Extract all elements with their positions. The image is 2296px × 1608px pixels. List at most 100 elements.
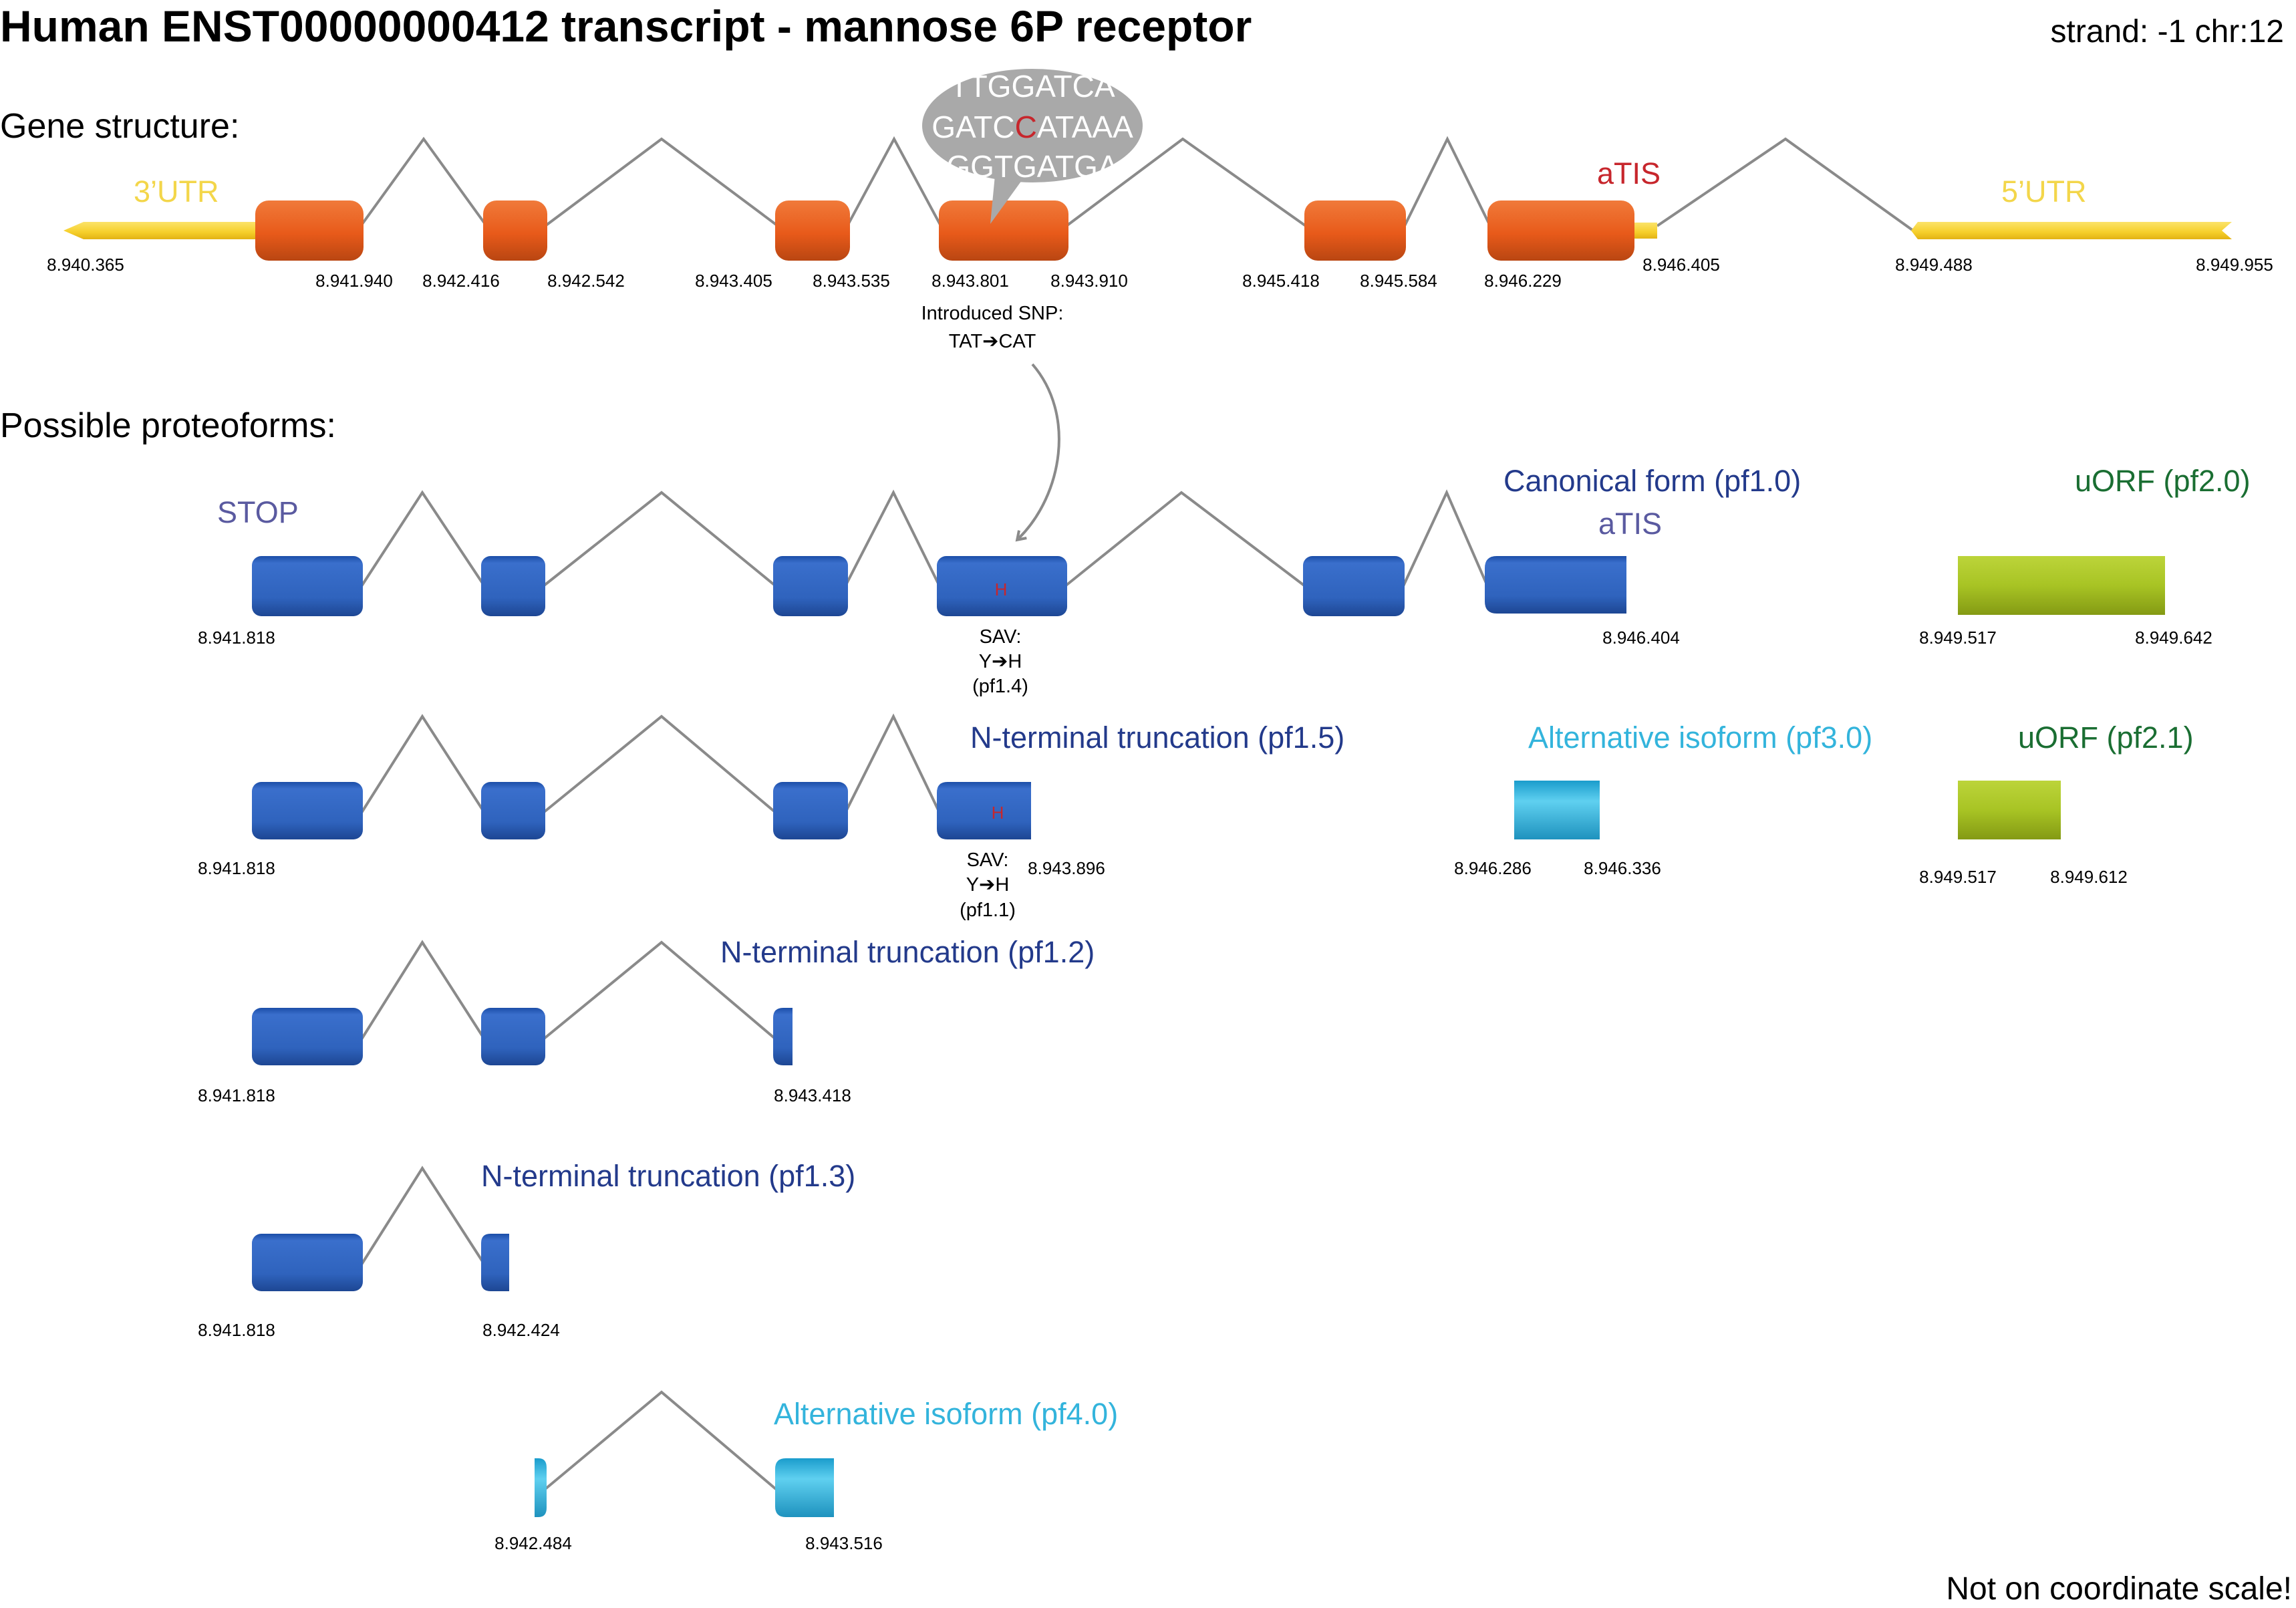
canonical-sav-line3: (pf1.4) bbox=[972, 676, 1028, 697]
label-gene-atis: aTIS bbox=[1597, 156, 1661, 190]
utr-3prime-arrow bbox=[63, 222, 261, 239]
snp-note-line2: TAT➔CAT bbox=[949, 331, 1036, 352]
uorf-pf2-0-bar bbox=[1958, 556, 2165, 615]
pf1-2-exon bbox=[481, 1008, 545, 1065]
canonical-exon bbox=[481, 556, 545, 616]
pf3-0-bar bbox=[1514, 781, 1600, 839]
canonical-exon bbox=[773, 556, 848, 616]
pf1-5-exon bbox=[481, 782, 545, 839]
proteoform-uorf-pf2-0: uORF (pf2.0) 8.949.517 8.949.642 bbox=[1919, 464, 2250, 648]
canonical-intron bbox=[1064, 491, 1306, 587]
pf4-0-exon-left bbox=[535, 1458, 547, 1517]
bubble-seq-line1: TTGGATCA bbox=[950, 69, 1115, 104]
pf1-5-sav-line2: Y➔H bbox=[966, 874, 1010, 896]
utr-5prime-stub bbox=[1630, 223, 1657, 239]
pf1-2-coord-end: 8.943.418 bbox=[774, 1085, 851, 1105]
canonical-coord-end: 8.946.404 bbox=[1602, 628, 1680, 648]
uorf-pf2-1-coord-start: 8.949.517 bbox=[1919, 867, 1997, 887]
pf1-5-exon bbox=[773, 782, 848, 839]
gene-coord: 8.946.405 bbox=[1642, 255, 1720, 275]
proteoform-uorf-pf2-1: uORF (pf2.1) 8.949.517 8.949.612 bbox=[1919, 720, 2193, 887]
proteoform-canonical-pf1-0: H STOP Canonical form (pf1.0) aTIS 8.941… bbox=[198, 464, 1801, 697]
pf4-0-intron bbox=[544, 1390, 777, 1490]
gene-structure: 3’UTR 5’UTR aTIS TTGGATCA GATCCATAAA GGT… bbox=[47, 69, 2273, 542]
pf1-3-coord-end: 8.942.424 bbox=[482, 1320, 560, 1340]
gene-exon-3 bbox=[775, 200, 850, 261]
strand-chr-info: strand: -1 chr:12 bbox=[2051, 14, 2285, 49]
gene-exon-2 bbox=[483, 200, 547, 261]
snp-sequence-bubble: TTGGATCA GATCCATAAA GGTGATGA bbox=[922, 69, 1143, 224]
label-canonical-atis: aTIS bbox=[1598, 507, 1662, 541]
gene-coord: 8.942.416 bbox=[422, 271, 500, 291]
gene-intron-2 bbox=[544, 137, 779, 227]
gene-intron-4 bbox=[1065, 137, 1307, 227]
proteoform-n-terminal-truncation-pf1-3: N-terminal truncation (pf1.3) 8.941.818 … bbox=[198, 1159, 855, 1340]
pf1-2-exon bbox=[252, 1008, 363, 1065]
label-pf4-0: Alternative isoform (pf4.0) bbox=[774, 1397, 1118, 1431]
canonical-sav-line1: SAV: bbox=[980, 626, 1022, 648]
canonical-exon bbox=[937, 556, 1067, 616]
pf4-0-exon-right bbox=[775, 1458, 834, 1517]
page-title: Human ENST00000000412 transcript - manno… bbox=[0, 1, 1252, 51]
pf4-0-coord-start: 8.942.484 bbox=[494, 1533, 572, 1553]
pf1-2-intron bbox=[360, 940, 486, 1041]
canonical-intron bbox=[542, 491, 777, 587]
snp-note-line1: Introduced SNP: bbox=[921, 303, 1064, 324]
pf1-3-intron bbox=[360, 1166, 486, 1266]
gene-coord: 8.949.488 bbox=[1895, 255, 1973, 275]
label-3utr: 3’UTR bbox=[134, 174, 219, 209]
pf1-3-exon-truncated bbox=[481, 1234, 509, 1291]
section-possible-proteoforms: Possible proteoforms: bbox=[0, 406, 336, 445]
gene-coord: 8.940.365 bbox=[47, 255, 124, 275]
canonical-coord-start: 8.941.818 bbox=[198, 628, 275, 648]
footer-note: Not on coordinate scale! bbox=[1946, 1571, 2292, 1607]
gene-coord: 8.943.801 bbox=[931, 271, 1009, 291]
label-pf1-2: N-terminal truncation (pf1.2) bbox=[720, 935, 1095, 969]
gene-exon-5 bbox=[1304, 200, 1406, 261]
gene-coord: 8.943.535 bbox=[813, 271, 890, 291]
canonical-intron bbox=[844, 489, 941, 587]
gene-intron-6 bbox=[1656, 137, 1919, 235]
gene-intron-5 bbox=[1403, 136, 1491, 227]
canonical-exon bbox=[252, 556, 363, 616]
uorf-pf2-0-coord-end: 8.949.642 bbox=[2135, 628, 2212, 648]
pf4-0-coord-end: 8.943.516 bbox=[805, 1533, 883, 1553]
gene-exon-6 bbox=[1487, 200, 1634, 261]
uorf-pf2-1-bar bbox=[1958, 781, 2061, 839]
proteoform-n-terminal-truncation-pf1-5: H N-terminal truncation (pf1.5) 8.941.81… bbox=[198, 713, 1344, 921]
label-5utr: 5’UTR bbox=[2001, 174, 2087, 209]
pf1-5-sav-mark: H bbox=[992, 803, 1004, 823]
pf1-5-intron bbox=[360, 714, 486, 814]
uorf-pf2-1-coord-end: 8.949.612 bbox=[2050, 867, 2128, 887]
proteoform-n-terminal-truncation-pf1-2: N-terminal truncation (pf1.2) 8.941.818 … bbox=[198, 935, 1095, 1105]
canonical-exon-last bbox=[1485, 556, 1626, 614]
pf1-5-sav-line3: (pf1.1) bbox=[960, 900, 1016, 921]
pf1-5-exon bbox=[252, 782, 363, 839]
gene-coord: 8.942.542 bbox=[547, 271, 625, 291]
pf1-3-exon bbox=[252, 1234, 363, 1291]
snp-arrow bbox=[1015, 363, 1060, 542]
pf1-5-exon-truncated bbox=[937, 782, 1031, 839]
gene-coord: 8.945.584 bbox=[1360, 271, 1437, 291]
label-pf1-5: N-terminal truncation (pf1.5) bbox=[970, 720, 1344, 755]
canonical-sav-line2: Y➔H bbox=[979, 651, 1022, 672]
label-pf1-3: N-terminal truncation (pf1.3) bbox=[481, 1159, 855, 1193]
uorf-pf2-0-coord-start: 8.949.517 bbox=[1919, 628, 1997, 648]
utr-5prime-arrow bbox=[1911, 222, 2232, 239]
gene-coord: 8.943.910 bbox=[1050, 271, 1128, 291]
gene-coord: 8.946.229 bbox=[1484, 271, 1562, 291]
bubble-seq-line3: GGTGATGA bbox=[946, 149, 1119, 184]
canonical-intron bbox=[360, 490, 486, 587]
gene-intron-3 bbox=[846, 136, 942, 227]
canonical-intron bbox=[1402, 489, 1489, 587]
gene-exon-4 bbox=[939, 200, 1068, 261]
label-uorf-pf2-1: uORF (pf2.1) bbox=[2018, 720, 2194, 755]
canonical-exon bbox=[1303, 556, 1405, 616]
pf1-3-coord-start: 8.941.818 bbox=[198, 1320, 275, 1340]
pf1-2-exon-truncated bbox=[773, 1008, 793, 1065]
proteoform-alternative-isoform-pf3-0: Alternative isoform (pf3.0) 8.946.286 8.… bbox=[1454, 720, 1872, 878]
label-canonical-stop: STOP bbox=[217, 495, 299, 529]
pf1-5-sav-line1: SAV: bbox=[967, 849, 1009, 871]
gene-coord: 8.943.405 bbox=[695, 271, 772, 291]
